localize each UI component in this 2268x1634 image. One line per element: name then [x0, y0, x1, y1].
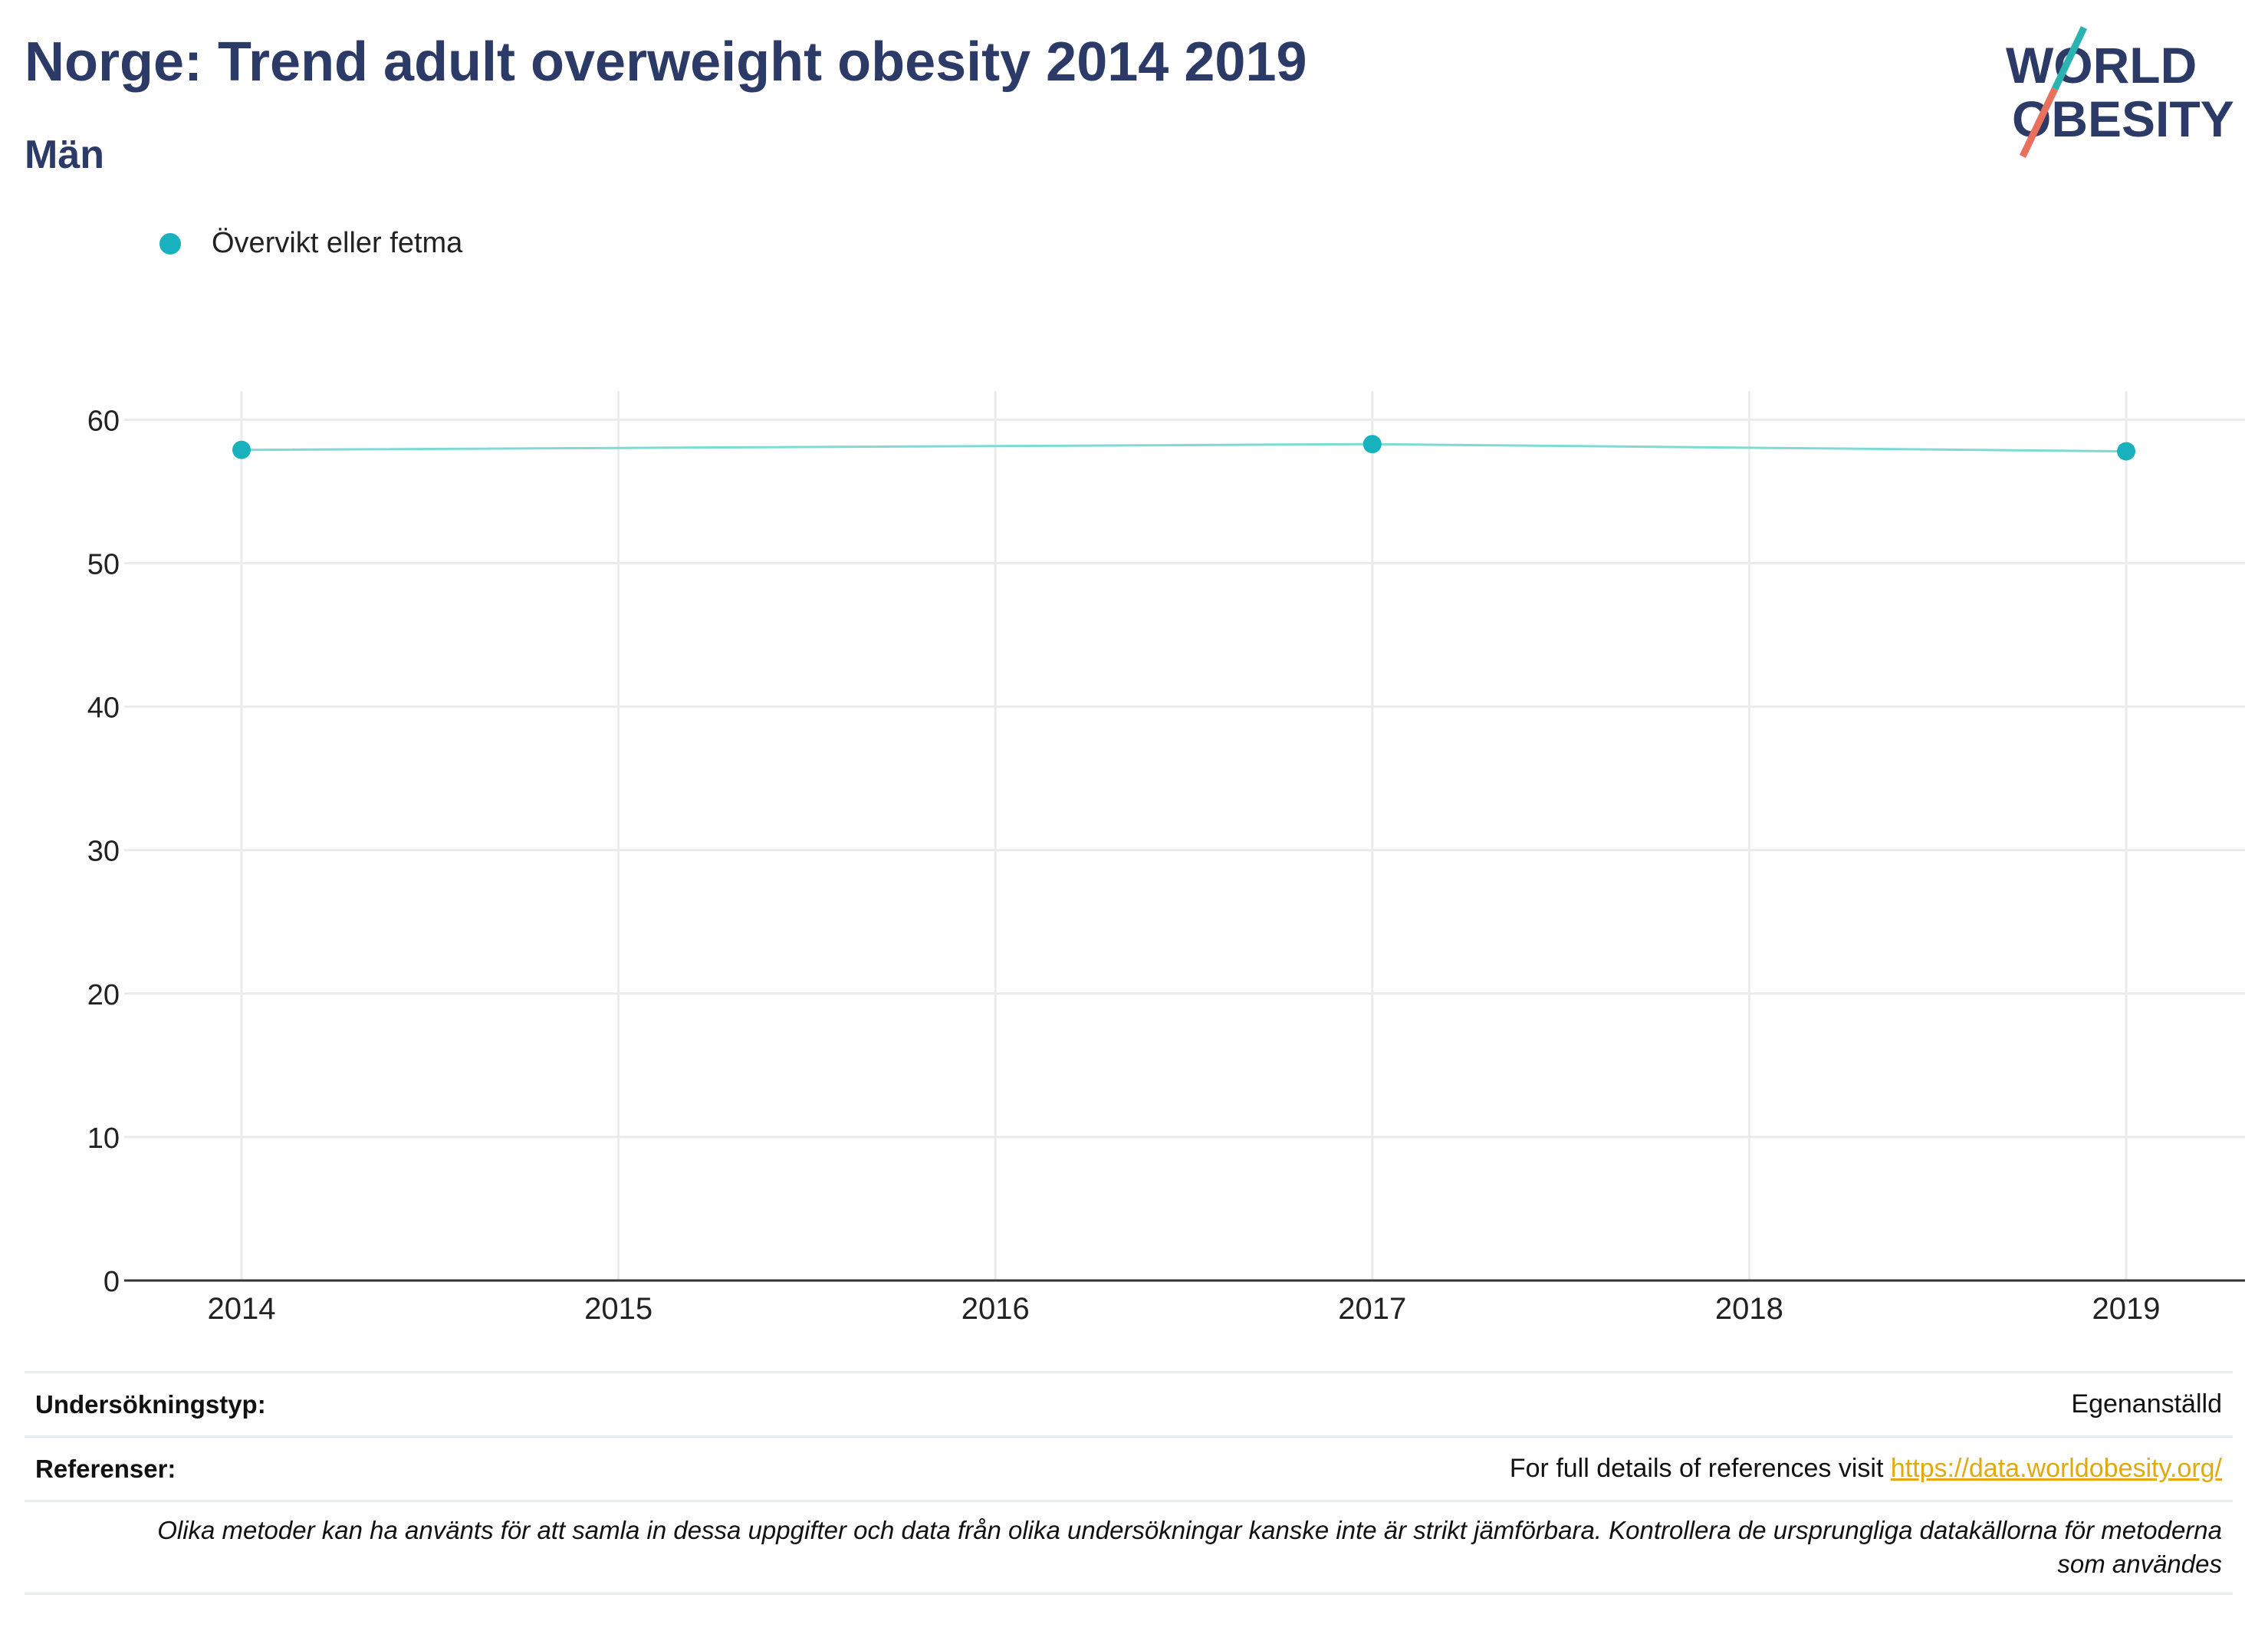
x-tick-label: 2019 [2092, 1292, 2161, 1326]
data-point [1362, 435, 1382, 454]
x-tick-label: 2017 [1338, 1292, 1406, 1326]
survey-type-value: Egenanställd [2071, 1389, 2222, 1419]
method-note-row: Olika metoder kan ha använts för att sam… [25, 1500, 2233, 1595]
x-tick-label: 2018 [1715, 1292, 1783, 1326]
series-line [241, 442, 2127, 453]
y-tick-label: 40 [87, 692, 120, 725]
legend-label: Övervikt eller fetma [212, 227, 463, 259]
y-tick-label: 60 [87, 405, 120, 437]
world-obesity-logo: WORLD OBESITY [2006, 26, 2234, 158]
data-point [2117, 442, 2135, 461]
y-tick-label: 20 [87, 979, 120, 1011]
page-subtitle: Män [25, 133, 104, 177]
references-label: Referenser: [35, 1454, 176, 1483]
references-text: For full details of references visit [1509, 1454, 1891, 1483]
x-tick-label: 2015 [584, 1292, 652, 1326]
y-tick-label: 0 [104, 1266, 120, 1298]
survey-type-label: Undersökningstyp: [35, 1389, 266, 1419]
chart-footer: Undersökningstyp: Egenanställd Referense… [25, 1371, 2233, 1595]
x-tick-label: 2016 [961, 1292, 1030, 1326]
references-value: For full details of references visit htt… [1510, 1454, 2222, 1484]
y-tick-label: 50 [87, 549, 120, 581]
svg-text:OBESITY: OBESITY [2012, 90, 2234, 147]
method-note: Olika metoder kan ha använts för att sam… [157, 1516, 2222, 1578]
chart-legend: Övervikt eller fetma [159, 227, 462, 260]
y-tick-label: 30 [87, 836, 120, 868]
legend-marker-icon [159, 232, 181, 255]
survey-type-row: Undersökningstyp: Egenanställd [25, 1371, 2233, 1435]
data-point [232, 440, 251, 459]
y-tick-label: 10 [87, 1123, 120, 1155]
svg-text:WORLD: WORLD [2006, 37, 2197, 94]
x-tick-label: 2014 [208, 1292, 276, 1326]
references-link[interactable]: https://data.worldobesity.org/ [1890, 1454, 2222, 1483]
references-row: Referenser: For full details of referenc… [25, 1435, 2233, 1500]
line-chart: 0 10 20 30 40 50 60 2014 2015 2016 2017 2018 2019 [87, 391, 2245, 1326]
page-title: Norge: Trend adult overweight obesity 20… [25, 31, 1307, 93]
